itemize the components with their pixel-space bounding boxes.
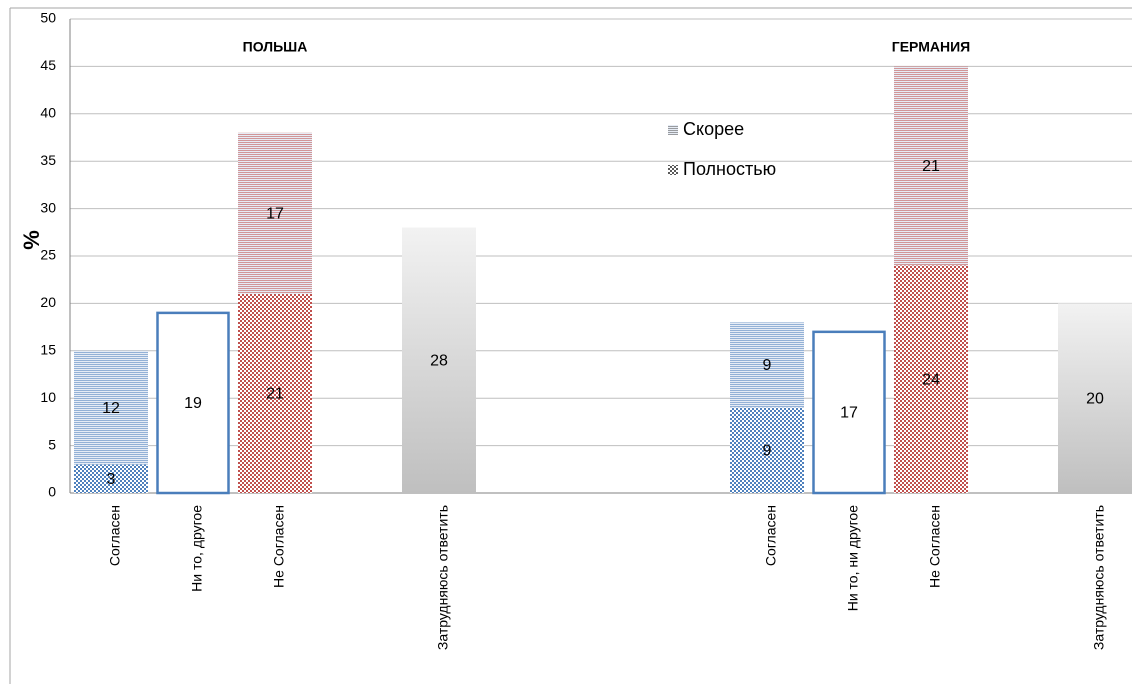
y-tick-label: 30 (40, 199, 56, 215)
bar-segment (730, 322, 804, 408)
y-tick-label: 25 (40, 247, 56, 263)
legend-swatch (668, 125, 678, 135)
x-tick-label: Не Согласен (271, 505, 287, 588)
data-label: 21 (922, 158, 940, 175)
bar (812, 330, 886, 495)
y-tick-label: 35 (40, 152, 56, 168)
y-tick-label: 40 (40, 105, 56, 121)
x-tick-label: Ни то, ни другое (845, 505, 861, 611)
y-axis-label: % (19, 230, 44, 250)
data-label: 17 (266, 206, 284, 223)
bar-segment (238, 132, 312, 294)
group-label: ПОЛЬША (243, 39, 308, 55)
data-label: 19 (184, 395, 202, 412)
bar-segment (730, 407, 804, 493)
bar (156, 311, 230, 495)
x-tick-label: Затрудняюсь ответить (435, 505, 451, 650)
y-tick-label: 50 (40, 10, 56, 26)
data-label: 12 (102, 400, 120, 417)
data-label: 20 (1086, 390, 1104, 407)
y-tick-label: 15 (40, 342, 56, 358)
bar-segment (894, 265, 968, 493)
y-tick-label: 5 (48, 436, 56, 452)
legend-swatch (668, 165, 678, 175)
bar-segment (894, 66, 968, 266)
y-tick-label: 0 (48, 484, 56, 500)
bar-segment (238, 293, 312, 493)
bar-segment (74, 464, 148, 493)
bar (1058, 303, 1132, 493)
data-label: 17 (840, 405, 858, 422)
x-tick-label: Согласен (107, 505, 123, 566)
data-label: 9 (763, 443, 772, 460)
x-tick-label: Затрудняюсь ответить (1091, 505, 1107, 650)
y-tick-label: 20 (40, 294, 56, 310)
legend-label: Скорее (683, 119, 744, 139)
legend-label: Полностью (683, 159, 776, 179)
data-label: 9 (763, 357, 772, 374)
data-label: 24 (922, 371, 940, 388)
data-label: 21 (266, 386, 284, 403)
group-label: ГЕРМАНИЯ (892, 39, 970, 55)
bar-segment (74, 350, 148, 465)
x-tick-label: Не Согласен (927, 505, 943, 588)
y-tick-label: 45 (40, 57, 56, 73)
data-label: 28 (430, 352, 448, 369)
bar (402, 227, 476, 493)
data-label: 3 (107, 471, 116, 488)
x-tick-label: Согласен (763, 505, 779, 566)
x-tick-label: Ни то, другое (189, 505, 205, 592)
y-tick-label: 10 (40, 389, 56, 405)
